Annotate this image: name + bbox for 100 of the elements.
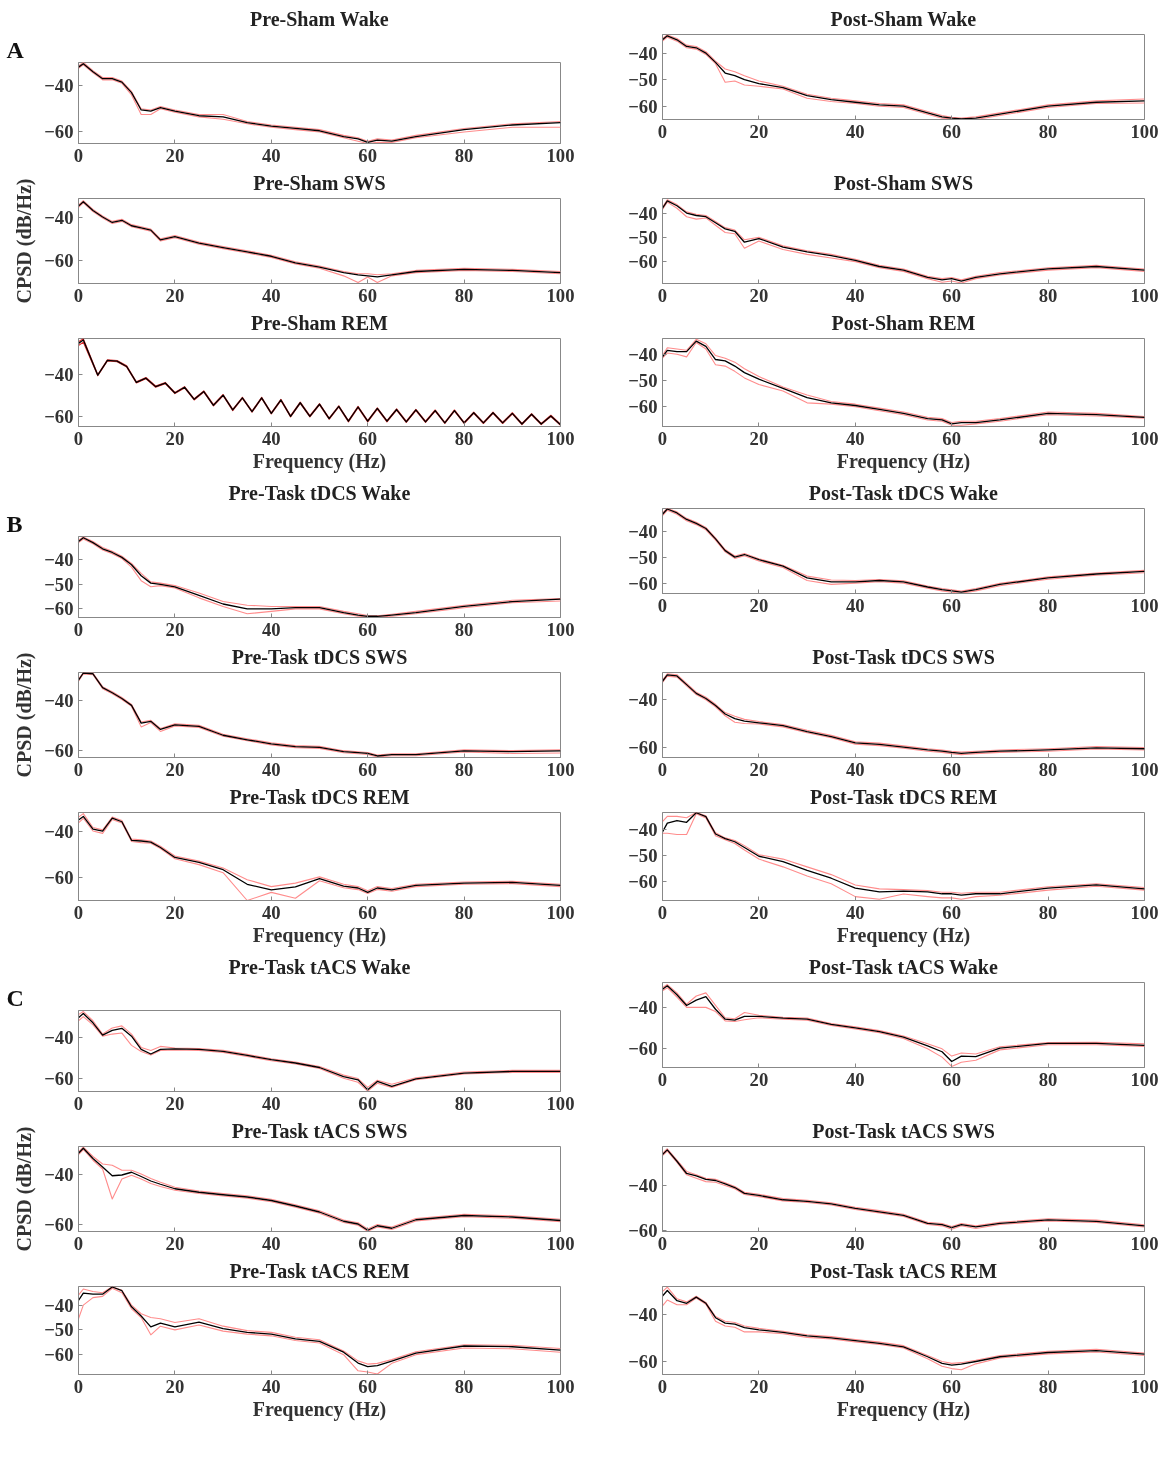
x-tick-label: 20 — [749, 758, 769, 780]
x-tick-label: 0 — [657, 1232, 668, 1254]
x-tick-label: 0 — [657, 120, 668, 142]
x-axis-title: Frequency (Hz) — [836, 449, 971, 473]
y-tick-label: −40 — [628, 42, 658, 64]
y-tick-label: −40 — [628, 520, 658, 542]
x-tick-label: 20 — [165, 427, 185, 449]
x-tick-label: 0 — [73, 144, 84, 166]
y-tick-label: −60 — [44, 121, 74, 143]
y-tick-label: −40 — [628, 688, 658, 710]
x-tick-label: 80 — [1038, 901, 1058, 923]
y-tick-label: −50 — [628, 226, 658, 248]
x-tick-label: 20 — [165, 618, 185, 640]
y-axis-title: CPSD (dB/Hz) — [13, 652, 37, 778]
x-tick-label: 20 — [749, 427, 769, 449]
text: A — [6, 36, 25, 63]
x-tick-label: 0 — [73, 618, 84, 640]
y-tick-label: −60 — [44, 740, 74, 762]
x-tick-label: 60 — [358, 144, 378, 166]
x-tick-label: 60 — [358, 1232, 378, 1254]
x-tick-label: 60 — [942, 1068, 962, 1090]
y-tick-label: −60 — [628, 1219, 658, 1241]
y-tick-label: −60 — [44, 598, 74, 620]
x-tick-label: 40 — [261, 284, 281, 306]
x-tick-label: 60 — [358, 1375, 378, 1397]
y-tick-label: −60 — [628, 1350, 658, 1372]
x-tick-label: 20 — [749, 1232, 769, 1254]
x-tick-label: 40 — [261, 618, 281, 640]
x-tick-label: 80 — [1038, 1232, 1058, 1254]
y-tick-label: −60 — [628, 870, 658, 892]
x-tick-label: 40 — [845, 1375, 865, 1397]
x-tick-label: 40 — [845, 1068, 865, 1090]
x-tick-label: 0 — [73, 1092, 84, 1114]
x-tick-label: 40 — [845, 284, 865, 306]
x-tick-label: 80 — [454, 144, 474, 166]
x-tick-label: 80 — [454, 901, 474, 923]
chart-title: Pre-Task tDCS Wake — [228, 481, 411, 504]
y-tick-label: −40 — [628, 1303, 658, 1325]
y-tick-label: −40 — [44, 364, 74, 386]
x-tick-label: 80 — [1038, 284, 1058, 306]
x-tick-label: 60 — [942, 1375, 962, 1397]
y-tick-label: −40 — [628, 202, 658, 224]
x-tick-label: 60 — [358, 618, 378, 640]
x-tick-label: 40 — [845, 120, 865, 142]
x-tick-label: 20 — [749, 1375, 769, 1397]
y-tick-label: −60 — [628, 737, 658, 759]
x-tick-label: 80 — [454, 1375, 474, 1397]
x-tick-label: 80 — [454, 427, 474, 449]
y-tick-label: −60 — [628, 251, 658, 273]
x-tick-label: 100 — [1130, 594, 1159, 616]
x-tick-label: 0 — [73, 1232, 84, 1254]
x-tick-label: 40 — [261, 1092, 281, 1114]
y-tick-label: −60 — [44, 1344, 74, 1366]
x-tick-label: 0 — [657, 1375, 668, 1397]
x-tick-label: 100 — [546, 758, 575, 780]
x-tick-label: 60 — [942, 901, 962, 923]
y-tick-label: −60 — [628, 1038, 658, 1060]
x-tick-label: 100 — [546, 1232, 575, 1254]
x-tick-label: 0 — [657, 758, 668, 780]
x-tick-label: 40 — [261, 758, 281, 780]
y-tick-label: −60 — [628, 572, 658, 594]
y-tick-label: −60 — [44, 1213, 74, 1235]
x-tick-label: 100 — [1130, 427, 1159, 449]
y-tick-label: −40 — [44, 820, 74, 842]
x-tick-label: 0 — [73, 284, 84, 306]
x-tick-label: 100 — [546, 144, 575, 166]
x-axis-title: Frequency (Hz) — [836, 923, 971, 947]
y-tick-label: −40 — [44, 75, 74, 97]
x-tick-label: 0 — [657, 594, 668, 616]
x-tick-label: 0 — [657, 1068, 668, 1090]
x-tick-label: 40 — [261, 901, 281, 923]
x-tick-label: 20 — [165, 901, 185, 923]
x-tick-label: 20 — [749, 901, 769, 923]
x-tick-label: 60 — [358, 427, 378, 449]
x-tick-label: 20 — [165, 1375, 185, 1397]
y-tick-label: −40 — [44, 689, 74, 711]
x-tick-label: 0 — [73, 427, 84, 449]
chart-title: Post-Task tDCS Wake — [808, 481, 998, 504]
x-tick-label: 100 — [1130, 758, 1159, 780]
y-tick-label: −40 — [44, 206, 74, 228]
chart-title: Pre-Task tACS SWS — [231, 1119, 408, 1142]
y-tick-label: −40 — [44, 1294, 74, 1316]
x-tick-label: 80 — [454, 758, 474, 780]
x-tick-label: 80 — [1038, 594, 1058, 616]
chart-title: Post-Task tACS Wake — [808, 955, 998, 978]
x-tick-label: 80 — [454, 618, 474, 640]
chart-title: Pre-Task tDCS SWS — [231, 645, 408, 668]
x-tick-label: 100 — [546, 427, 575, 449]
y-tick-label: −50 — [628, 546, 658, 568]
chart-title: Post-Task tACS REM — [809, 1259, 998, 1282]
chart-title: Post-Task tDCS SWS — [812, 645, 995, 668]
y-tick-label: −40 — [628, 996, 658, 1018]
y-tick-label: −40 — [44, 1163, 74, 1185]
x-tick-label: 40 — [845, 427, 865, 449]
x-tick-label: 80 — [454, 284, 474, 306]
x-tick-label: 40 — [845, 901, 865, 923]
x-tick-label: 100 — [1130, 284, 1159, 306]
x-tick-label: 0 — [73, 758, 84, 780]
chart-title: Post-Task tDCS REM — [809, 785, 998, 808]
y-tick-label: −40 — [628, 343, 658, 365]
